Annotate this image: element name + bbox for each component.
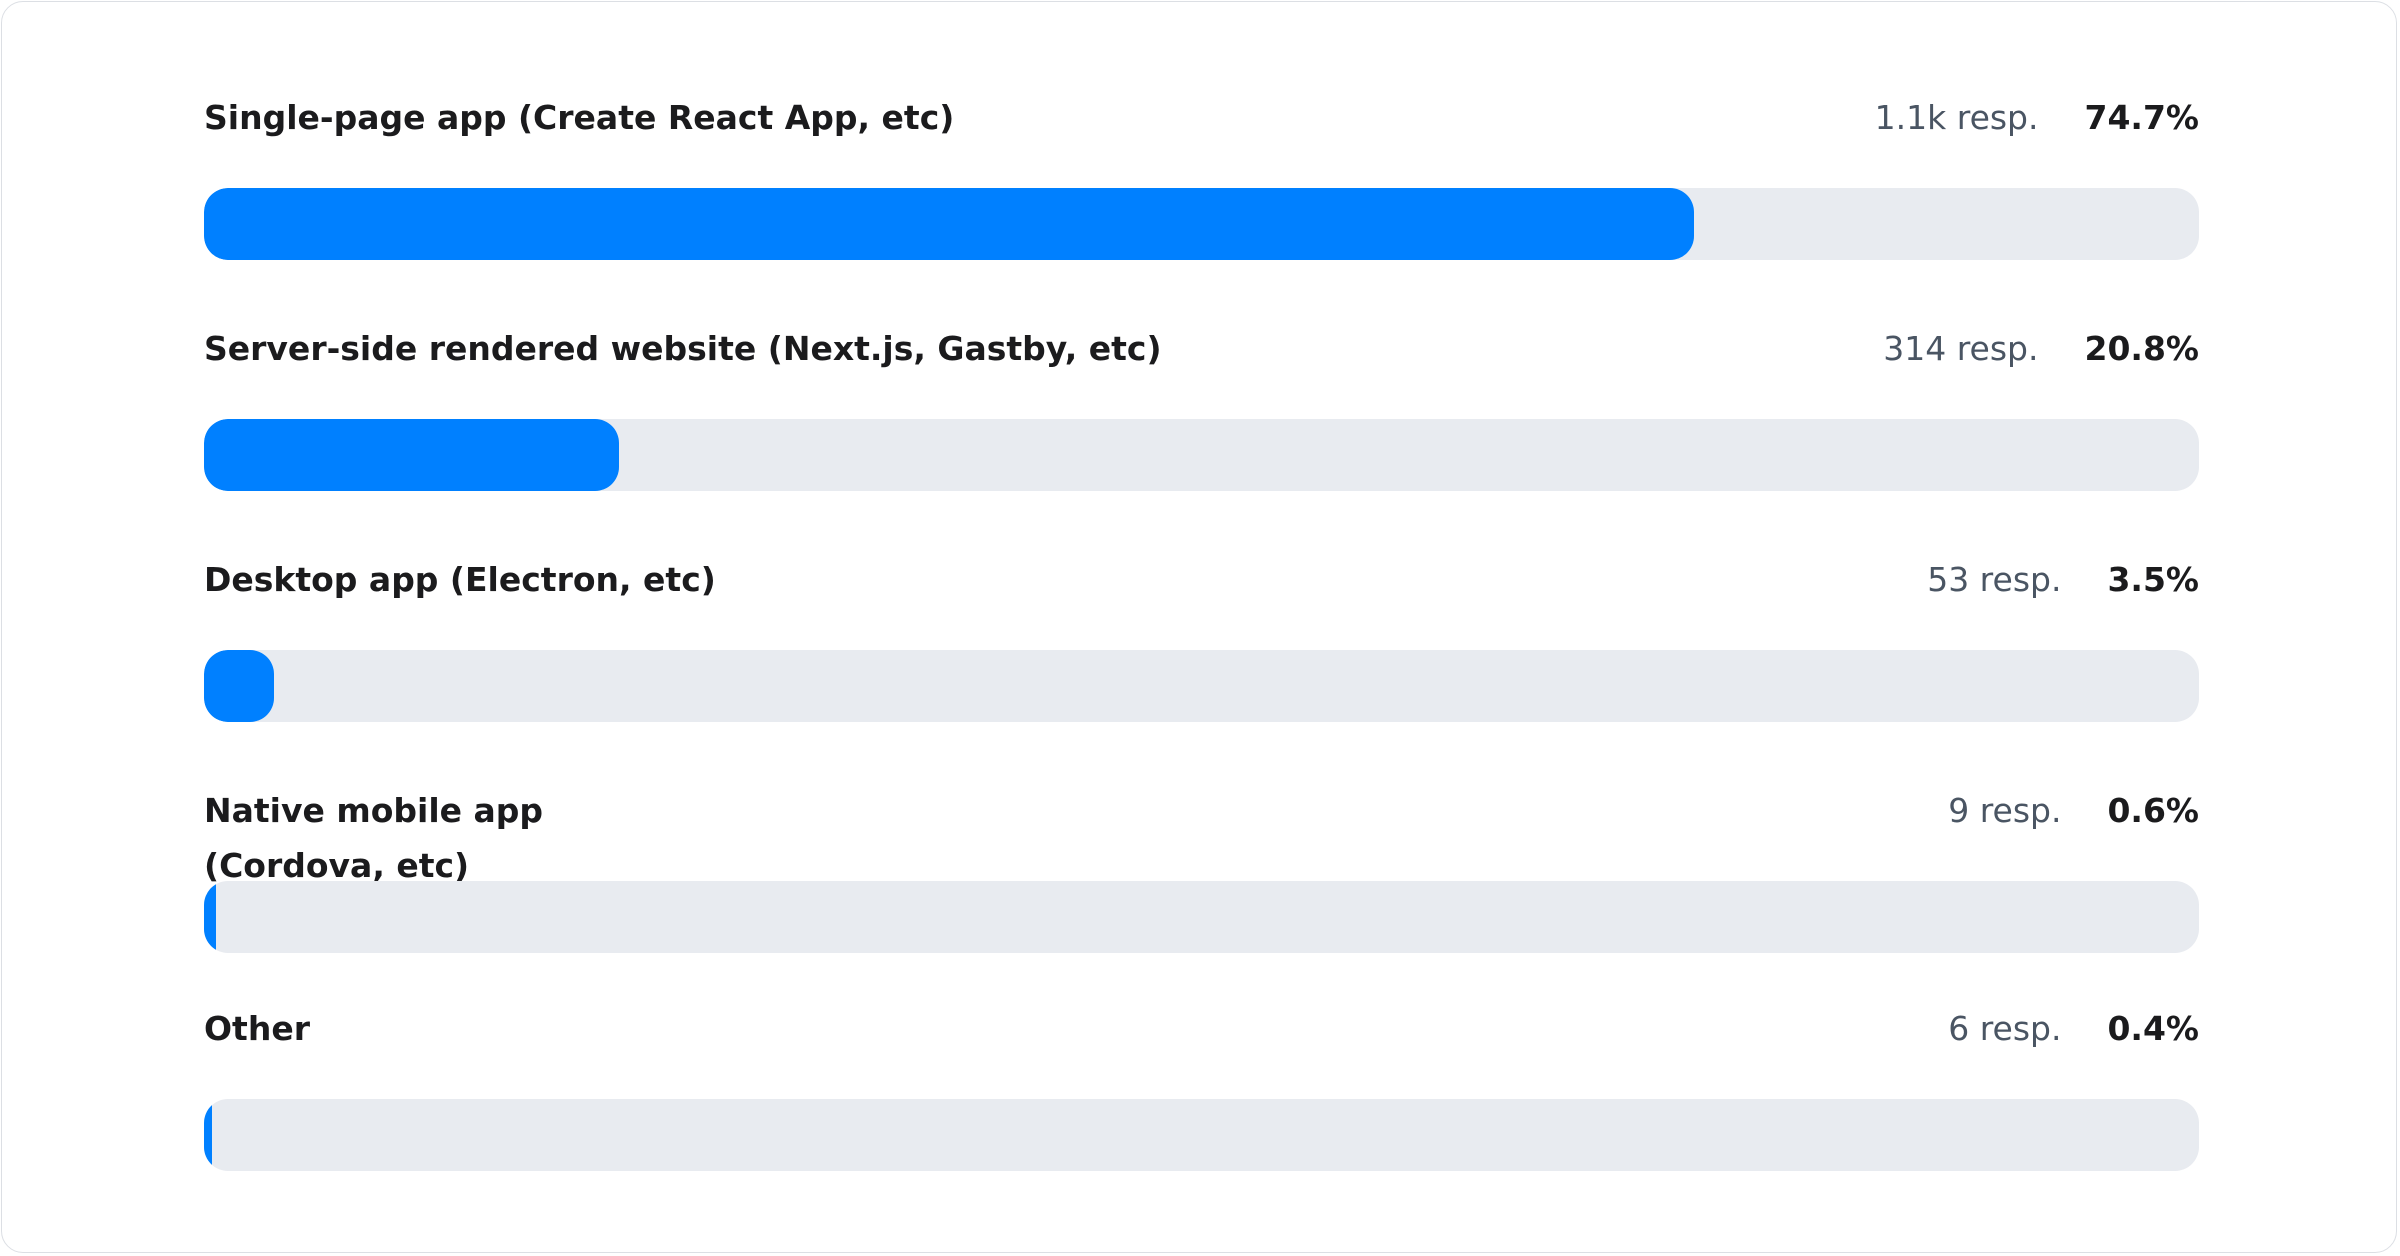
response-count: 6 resp. (1948, 1009, 2062, 1048)
percent-label: 20.8% (2084, 329, 2200, 368)
response-count: 9 resp. (1948, 791, 2062, 830)
result-header: Desktop app (Electron, etc) 53 resp. 3.5% (204, 552, 2199, 612)
response-count: 53 resp. (1927, 560, 2062, 599)
bar-fill (204, 881, 216, 953)
option-label: Other (204, 1009, 310, 1048)
result-header: Other 6 resp. 0.4% (204, 1001, 2199, 1061)
bar-fill (204, 419, 619, 491)
option-label: Single-page app (Create React App, etc) (204, 98, 955, 137)
option-label: Native mobile app (Cordova, etc) (204, 791, 544, 885)
response-count: 1.1k resp. (1874, 98, 2039, 137)
bar-fill (204, 1099, 212, 1171)
option-label: Server-side rendered website (Next.js, G… (204, 329, 1162, 368)
percent-label: 0.6% (2107, 791, 2199, 830)
percent-label: 0.4% (2107, 1009, 2199, 1048)
percent-label: 3.5% (2107, 560, 2199, 599)
result-header: Native mobile app (Cordova, etc) 9 resp. 0… (204, 783, 2199, 885)
bar-track (204, 881, 2199, 953)
option-label: Desktop app (Electron, etc) (204, 560, 716, 599)
bar-track (204, 650, 2199, 722)
bar-track (204, 419, 2199, 491)
bar-track (204, 1099, 2199, 1171)
percent-label: 74.7% (2084, 98, 2200, 137)
result-header: Server-side rendered website (Next.js, G… (204, 321, 2199, 381)
response-count: 314 resp. (1883, 329, 2039, 368)
result-header: Single-page app (Create React App, etc) 1… (204, 90, 2199, 150)
bar-fill (204, 188, 1695, 260)
bar-fill (204, 650, 274, 722)
bar-track (204, 188, 2199, 260)
